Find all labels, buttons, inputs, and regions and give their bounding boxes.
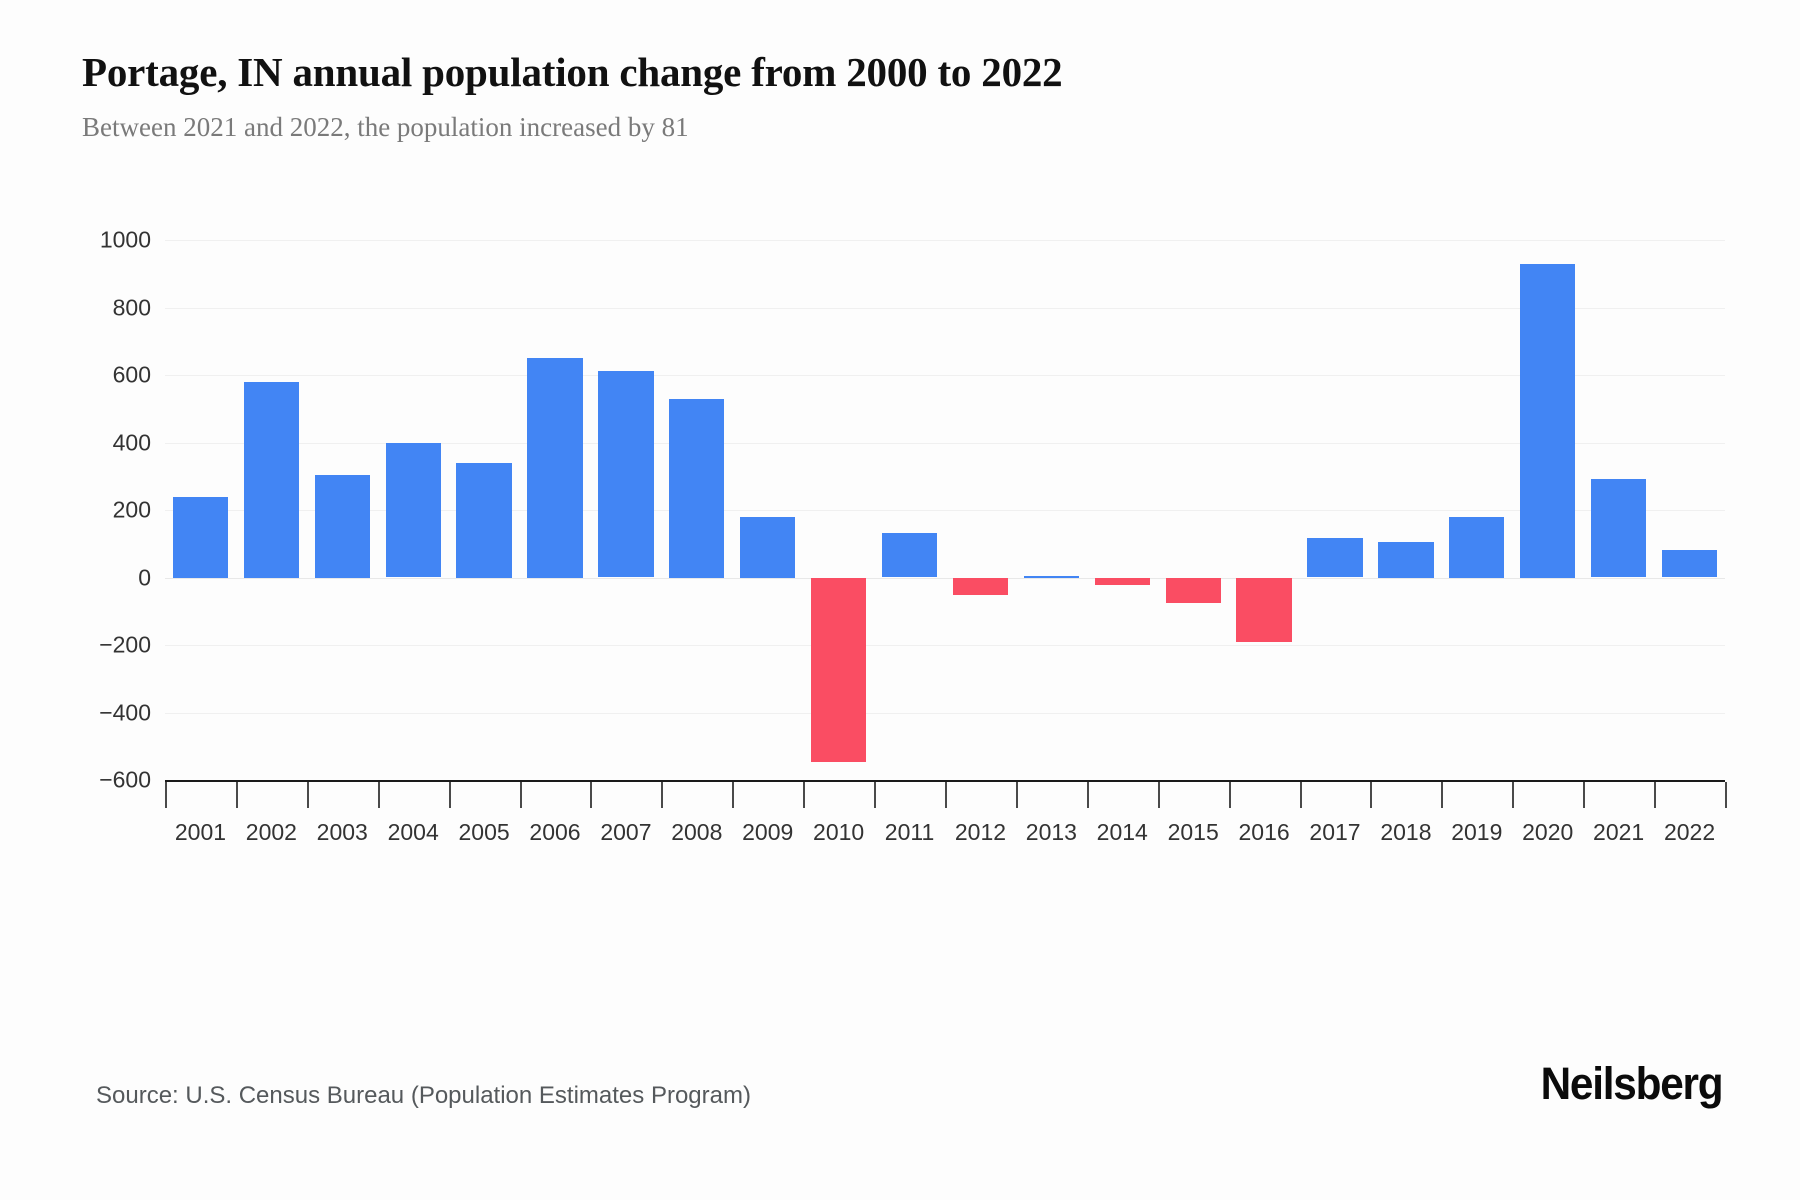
x-axis-tick — [1441, 782, 1444, 808]
source-note: Source: U.S. Census Bureau (Population E… — [96, 1082, 751, 1109]
x-axis-tick — [1157, 782, 1160, 808]
bar-2004[interactable] — [385, 443, 441, 578]
x-axis-tick-label: 2011 — [884, 819, 935, 845]
bar-2016[interactable] — [1236, 577, 1292, 643]
y-axis-tick-label: −400 — [99, 699, 151, 725]
bar-2006[interactable] — [527, 358, 583, 578]
x-axis-tick — [590, 782, 593, 808]
x-axis-tick — [661, 782, 664, 808]
bar-2005[interactable] — [456, 462, 512, 578]
x-axis-tick-label: 2013 — [1025, 819, 1077, 845]
gridline-1000 — [165, 240, 1725, 241]
x-axis-tick-label: 2007 — [600, 819, 652, 845]
x-axis-tick-label: 2014 — [1096, 819, 1148, 845]
x-axis-tick-label: 2006 — [529, 819, 581, 845]
gridline-600 — [165, 375, 1725, 376]
bar-2018[interactable] — [1378, 542, 1434, 578]
y-axis-tick-label: 0 — [138, 564, 151, 590]
y-axis-tick-label: 1000 — [99, 226, 151, 253]
x-axis-tick-label: 2015 — [1167, 819, 1219, 845]
x-axis-line — [165, 780, 1725, 782]
x-axis-tick-label: 2009 — [742, 819, 794, 845]
x-axis-tick-label: 2005 — [458, 819, 510, 845]
x-axis-tick — [1228, 782, 1231, 808]
x-axis-tick-label: 2008 — [671, 819, 723, 845]
x-axis-tick — [519, 782, 522, 808]
bar-2015[interactable] — [1165, 577, 1221, 603]
bar-2001[interactable] — [172, 496, 229, 578]
gridlines-layer: 1000 800 600 400 200 0 −200 −400 −600 — [0, 215, 1800, 915]
page-title: Portage, IN annual population change fro… — [82, 49, 1063, 95]
x-axis-tick — [874, 782, 877, 808]
x-axis-tick-label: 2010 — [813, 819, 865, 845]
y-axis-tick-label: 800 — [112, 294, 151, 320]
bar-2011[interactable] — [881, 532, 938, 578]
x-axis-tick — [1725, 782, 1727, 808]
x-axis-tick-label: 2004 — [387, 819, 439, 845]
chart-plot-area: 1000 800 600 400 200 0 −200 −400 −600 2001 2002 20… — [0, 215, 1800, 915]
bar-2002[interactable] — [243, 381, 299, 578]
gridline-200 — [165, 510, 1725, 511]
bar-2020[interactable] — [1520, 263, 1576, 578]
x-axis-tick — [803, 782, 806, 808]
bar-2014[interactable] — [1094, 577, 1150, 585]
y-axis-tick-label: 400 — [112, 429, 151, 455]
gridline--200 — [165, 645, 1725, 646]
bar-2019[interactable] — [1449, 516, 1505, 578]
x-axis-tick — [1015, 782, 1018, 808]
y-axis-tick-label: 600 — [112, 361, 151, 388]
x-axis-tick-label: 2022 — [1663, 819, 1716, 845]
bar-2009[interactable] — [740, 516, 796, 578]
gridline--400 — [165, 712, 1725, 714]
chart-subtitle: Between 2021 and 2022, the population in… — [82, 112, 689, 143]
y-axis-tick-label: −600 — [99, 766, 151, 793]
bar-2012[interactable] — [952, 577, 1009, 596]
gridline-0 — [165, 577, 1725, 579]
bar-2007[interactable] — [598, 370, 654, 578]
x-axis-tick-label: 2002 — [245, 819, 297, 845]
x-axis-tick-label: 2020 — [1522, 819, 1574, 845]
x-axis-tick — [1299, 782, 1302, 808]
x-axis-layer: 2001 2002 2003 2004 2005 2006 2007 2008 2009 2010… — [0, 215, 1800, 915]
x-axis-tick — [1654, 782, 1657, 808]
x-axis-tick — [732, 782, 735, 808]
chart-header: Portage, IN annual population change fro… — [82, 48, 1722, 144]
y-axis-tick-label: −200 — [99, 631, 151, 658]
x-axis-tick — [945, 782, 947, 808]
gridline-800 — [165, 307, 1725, 309]
bar-2021[interactable] — [1590, 478, 1647, 578]
x-axis-tick — [165, 782, 167, 808]
x-axis-tick — [1370, 782, 1373, 808]
bar-2013[interactable] — [1023, 575, 1079, 578]
x-axis-tick-label: 2018 — [1380, 819, 1432, 845]
x-axis-tick — [448, 782, 451, 808]
x-axis-tick — [235, 782, 238, 808]
x-axis-tick-label: 2001 — [174, 819, 227, 845]
x-axis-tick-label: 2017 — [1309, 819, 1361, 845]
neilsberg-logo: Neilsberg — [1540, 1058, 1723, 1109]
bar-2003[interactable] — [314, 474, 370, 578]
bar-2022[interactable] — [1661, 550, 1718, 578]
x-axis-tick — [1086, 782, 1089, 808]
bar-2008[interactable] — [669, 398, 725, 578]
x-axis-tick-label: 2019 — [1451, 819, 1503, 845]
x-axis-tick — [1512, 782, 1515, 808]
gridline-400 — [165, 442, 1725, 444]
x-axis-tick — [1583, 782, 1586, 808]
bars-layer — [0, 215, 1800, 915]
bar-2017[interactable] — [1307, 537, 1363, 578]
bar-2010[interactable] — [810, 577, 867, 763]
x-axis-tick-label: 2021 — [1593, 819, 1645, 845]
x-axis-tick-label: 2012 — [954, 819, 1007, 845]
y-axis-tick-label: 200 — [112, 496, 151, 523]
x-axis-tick-label: 2003 — [316, 819, 368, 845]
x-axis-tick-label: 2016 — [1238, 819, 1290, 845]
x-axis-tick — [377, 782, 380, 808]
x-axis-tick — [306, 782, 309, 808]
